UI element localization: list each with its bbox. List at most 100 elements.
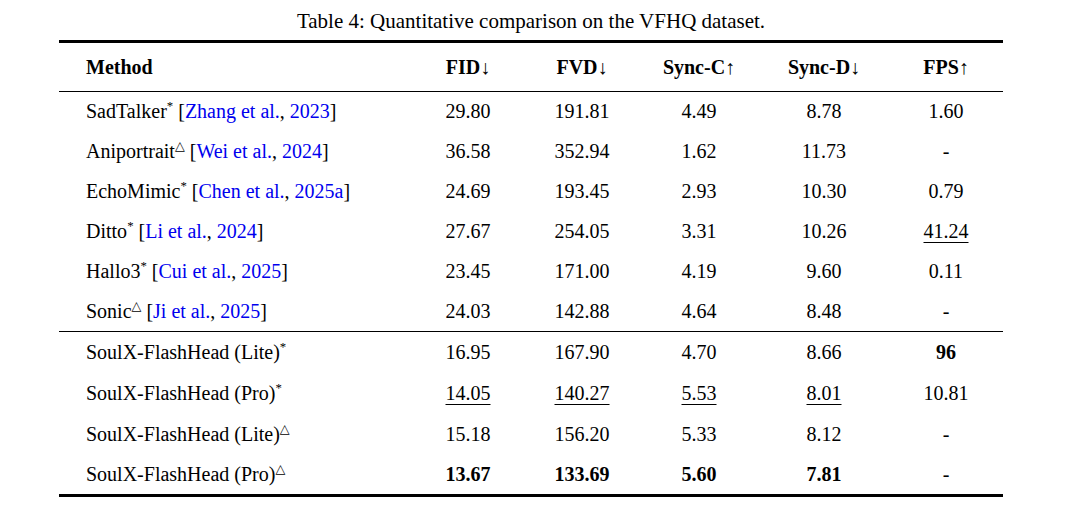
citation-authors-link[interactable]: Li et al. [145, 220, 207, 242]
cell-sync-d: 8.66 [759, 332, 889, 373]
cell-sync-c: 4.70 [639, 332, 759, 373]
table-row-soulx-pro-star: SoulX-FlashHead (Pro)* 14.05 140.27 5.53… [59, 373, 1003, 414]
cell-fps: 1.60 [889, 92, 1003, 132]
table-row-sonic: Sonic△ [Ji et al., 2025] 24.03 142.88 4.… [59, 292, 1003, 332]
cell-fps: - [889, 292, 1003, 332]
method-cell: SoulX-FlashHead (Pro)* [59, 373, 411, 414]
citation-year-link[interactable]: 2025 [220, 300, 260, 322]
cell-fvd: 167.90 [525, 332, 639, 373]
down-arrow-icon: ↓ [850, 56, 860, 78]
citation: [Chen et al., 2025a] [192, 180, 350, 202]
col-header-fid: FID↓ [411, 42, 525, 92]
cell-sync-d: 7.81 [759, 455, 889, 496]
method-cell: Hallo3* [Cui et al., 2025] [59, 252, 411, 292]
citation-year-link[interactable]: 2025a [295, 180, 344, 202]
method-cell: EchoMimic* [Chen et al., 2025a] [59, 172, 411, 212]
cell-fvd: 254.05 [525, 212, 639, 252]
col-header-fvd: FVD↓ [525, 42, 639, 92]
citation-separator: , [210, 300, 220, 322]
method-name: Aniportrait [86, 140, 175, 162]
method-cell: SoulX-FlashHead (Pro)△ [59, 455, 411, 496]
cell-fid: 36.58 [411, 132, 525, 172]
citation-bracket-close: ] [281, 260, 288, 282]
cell-fvd: 133.69 [525, 455, 639, 496]
cell-sync-c: 2.93 [639, 172, 759, 212]
citation-year-link[interactable]: 2024 [217, 220, 257, 242]
cell-fid: 24.03 [411, 292, 525, 332]
cell-fps: 10.81 [889, 373, 1003, 414]
citation-year-link[interactable]: 2024 [282, 140, 322, 162]
cell-sync-d: 10.26 [759, 212, 889, 252]
cell-fvd: 156.20 [525, 414, 639, 455]
citation-separator: , [280, 100, 290, 122]
citation-authors-link[interactable]: Chen et al. [199, 180, 285, 202]
citation-authors-link[interactable]: Cui et al. [159, 260, 232, 282]
down-arrow-icon: ↓ [598, 56, 608, 78]
paper-page: Table 4: Quantitative comparison on the … [0, 0, 1082, 516]
method-superscript: △ [275, 462, 285, 476]
cell-fps: - [889, 132, 1003, 172]
method-name: SoulX-FlashHead (Pro) [86, 463, 275, 485]
method-name: SoulX-FlashHead (Pro) [86, 382, 275, 404]
cell-sync-d: 8.48 [759, 292, 889, 332]
method-name: Ditto [86, 220, 127, 242]
table-row-ditto: Ditto* [Li et al., 2024] 27.67 254.05 3.… [59, 212, 1003, 252]
table-row-echomimic: EchoMimic* [Chen et al., 2025a] 24.69 19… [59, 172, 1003, 212]
citation-year-link[interactable]: 2023 [290, 100, 330, 122]
cell-sync-d: 8.78 [759, 92, 889, 132]
table-row-soulx-lite-star: SoulX-FlashHead (Lite)* 16.95 167.90 4.7… [59, 332, 1003, 373]
method-superscript: * [127, 219, 133, 233]
cell-sync-c: 1.62 [639, 132, 759, 172]
cell-fps: - [889, 414, 1003, 455]
citation-authors-link[interactable]: Wei et al. [196, 140, 272, 162]
citation: [Cui et al., 2025] [152, 260, 288, 282]
citation: [Ji et al., 2025] [146, 300, 267, 322]
citation-bracket-close: ] [322, 140, 329, 162]
cell-fid: 13.67 [411, 455, 525, 496]
citation-authors-link[interactable]: Zhang et al. [185, 100, 280, 122]
citation-year-link[interactable]: 2025 [241, 260, 281, 282]
citation-bracket-open: [ [178, 100, 185, 122]
method-cell: Aniportrait△ [Wei et al., 2024] [59, 132, 411, 172]
citation-bracket-open: [ [152, 260, 159, 282]
cell-fps: 0.11 [889, 252, 1003, 292]
cell-fid: 15.18 [411, 414, 525, 455]
citation-bracket-close: ] [344, 180, 351, 202]
cell-sync-c: 5.33 [639, 414, 759, 455]
table-row-soulx-pro-triangle: SoulX-FlashHead (Pro)△ 13.67 133.69 5.60… [59, 455, 1003, 496]
col-header-sync-c: Sync-C↑ [639, 42, 759, 92]
cell-fid: 29.80 [411, 92, 525, 132]
cell-fid: 23.45 [411, 252, 525, 292]
header-row: Method FID↓ FVD↓ Sync-C↑ Sync-D↓ FPS↑ [59, 42, 1003, 92]
citation: [Wei et al., 2024] [190, 140, 329, 162]
cell-sync-d: 9.60 [759, 252, 889, 292]
col-header-fid-label: FID [446, 56, 480, 78]
method-cell: Sonic△ [Ji et al., 2025] [59, 292, 411, 332]
col-header-sync-d: Sync-D↓ [759, 42, 889, 92]
citation: [Li et al., 2024] [139, 220, 264, 242]
cell-sync-d: 11.73 [759, 132, 889, 172]
table-row-aniportrait: Aniportrait△ [Wei et al., 2024] 36.58 35… [59, 132, 1003, 172]
method-superscript: * [275, 381, 281, 395]
method-superscript: * [167, 100, 173, 114]
method-cell: SoulX-FlashHead (Lite)△ [59, 414, 411, 455]
col-header-sync-d-label: Sync-D [788, 56, 850, 78]
cell-fps: 96 [889, 332, 1003, 373]
cell-fvd: 352.94 [525, 132, 639, 172]
cell-fps: 41.24 [889, 212, 1003, 252]
citation-separator: , [285, 180, 295, 202]
method-superscript: △ [175, 139, 185, 153]
cell-fvd: 142.88 [525, 292, 639, 332]
baselines-group: SadTalker* [Zhang et al., 2023] 29.80 19… [59, 92, 1003, 332]
method-name: SoulX-FlashHead (Lite) [86, 423, 280, 445]
col-header-method-label: Method [86, 56, 153, 78]
cell-sync-d: 10.30 [759, 172, 889, 212]
citation-authors-link[interactable]: Ji et al. [153, 300, 210, 322]
cell-sync-c: 4.49 [639, 92, 759, 132]
method-superscript: * [180, 179, 186, 193]
method-cell: SoulX-FlashHead (Lite)* [59, 332, 411, 373]
cell-sync-d: 8.01 [759, 373, 889, 414]
cell-fid: 16.95 [411, 332, 525, 373]
table-row-soulx-lite-triangle: SoulX-FlashHead (Lite)△ 15.18 156.20 5.3… [59, 414, 1003, 455]
down-arrow-icon: ↓ [480, 56, 490, 78]
